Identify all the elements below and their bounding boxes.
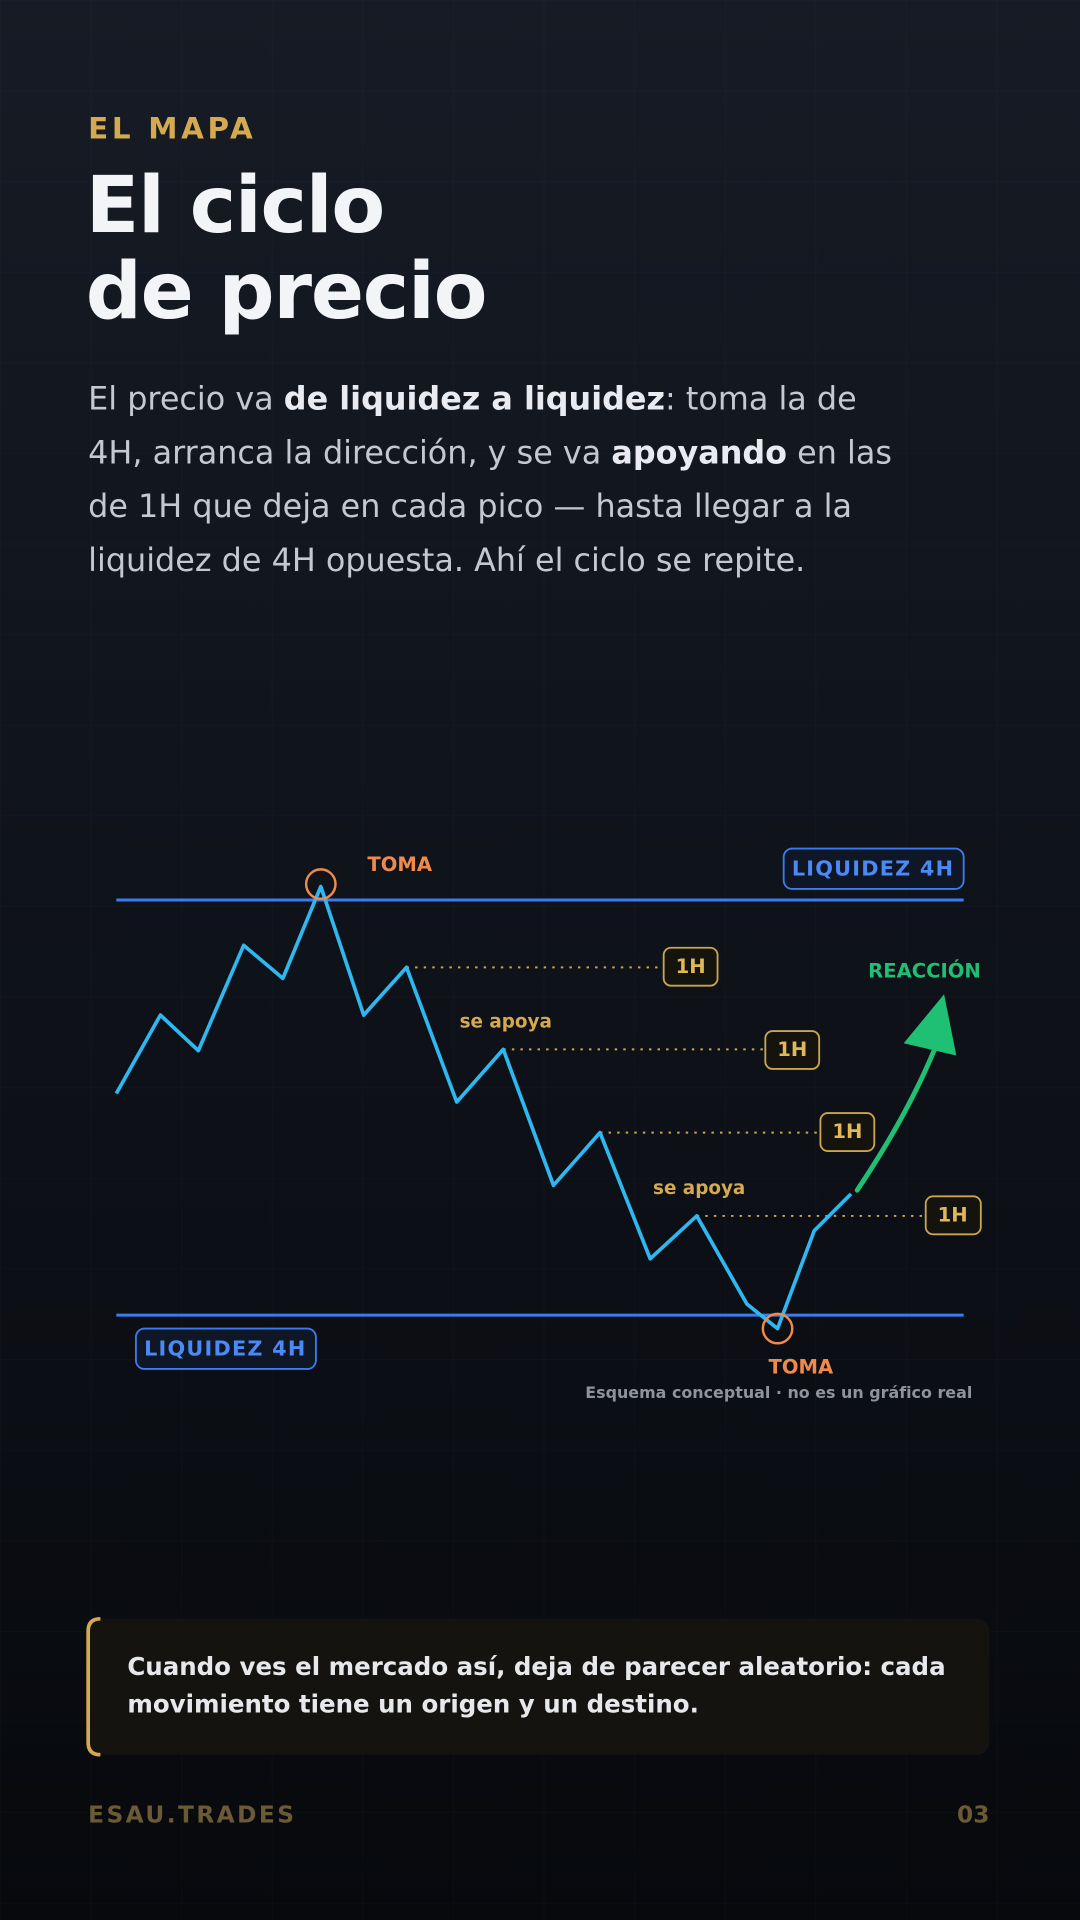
- h1-label: 1H: [938, 1203, 968, 1226]
- intro-emphasis: de liquidez a liquidez: [284, 379, 665, 417]
- intro-emphasis: apoyando: [611, 433, 787, 471]
- sweep-marker: [761, 1312, 794, 1345]
- support-label: se apoya: [653, 1178, 745, 1199]
- kicker: EL MAPA: [88, 111, 256, 145]
- intro-line: El precio va de liquidez a liquidez: tom…: [88, 379, 857, 417]
- intro-text: 4H, arranca la dirección, y se va: [88, 433, 611, 471]
- intro-text: : toma la de: [665, 379, 857, 417]
- price-path: [114, 884, 853, 1331]
- diagram: TOMA TOMA LIQUIDEZ 4H LIQUIDEZ 4H REACCI…: [114, 847, 982, 1402]
- level-badge: [135, 1327, 317, 1370]
- level-badge: [782, 847, 965, 890]
- footer-page: 03: [957, 1801, 989, 1828]
- intro-line: 4H, arranca la dirección, y se va apoyan…: [88, 433, 892, 471]
- h1-badge: [924, 1195, 982, 1236]
- quote-box: [88, 1618, 990, 1755]
- intro-text: El precio va: [88, 379, 284, 417]
- quote-accent: [86, 1616, 101, 1757]
- h1-label: 1H: [777, 1038, 807, 1061]
- h1-badge: [764, 1030, 821, 1070]
- sweep-marker: [304, 868, 337, 900]
- support-label: se apoya: [460, 1011, 552, 1032]
- h1-badges: 1H 1H 1H 1H: [662, 946, 982, 1236]
- h1-badge: [662, 946, 719, 987]
- h1-badge: [819, 1112, 876, 1152]
- intro-text: liquidez de 4H opuesta. Ahí el ciclo se …: [88, 541, 805, 579]
- reaction-label: REACCIÓN: [868, 959, 981, 983]
- h1-label: 1H: [832, 1120, 862, 1143]
- intro: El precio va de liquidez a liquidez: tom…: [88, 379, 892, 579]
- title-line: El ciclo: [86, 160, 384, 251]
- title-line: de precio: [86, 246, 487, 337]
- level-label: LIQUIDEZ 4H: [144, 1336, 306, 1360]
- reaction-arrowhead: [903, 994, 957, 1056]
- intro-line: de 1H que deja en cada pico — hasta lleg…: [88, 487, 852, 525]
- quote-line: Cuando ves el mercado así, deja de parec…: [127, 1652, 945, 1681]
- intro-line: liquidez de 4H opuesta. Ahí el ciclo se …: [88, 541, 805, 579]
- reaction-arrow: [854, 1032, 943, 1193]
- sweep-label: TOMA: [367, 853, 432, 876]
- sweep-label: TOMA: [768, 1355, 833, 1378]
- level-label: LIQUIDEZ 4H: [792, 856, 954, 880]
- intro-text: en las: [787, 433, 892, 471]
- quote-line: movimiento tiene un origen y un destino.: [127, 1690, 699, 1719]
- h1-label: 1H: [676, 955, 706, 978]
- support-lines: [406, 966, 925, 1217]
- footer-brand: ESAU.TRADES: [88, 1801, 296, 1828]
- caption: Esquema conceptual · no es un gráfico re…: [585, 1383, 972, 1402]
- intro-text: de 1H que deja en cada pico — hasta lleg…: [88, 487, 852, 525]
